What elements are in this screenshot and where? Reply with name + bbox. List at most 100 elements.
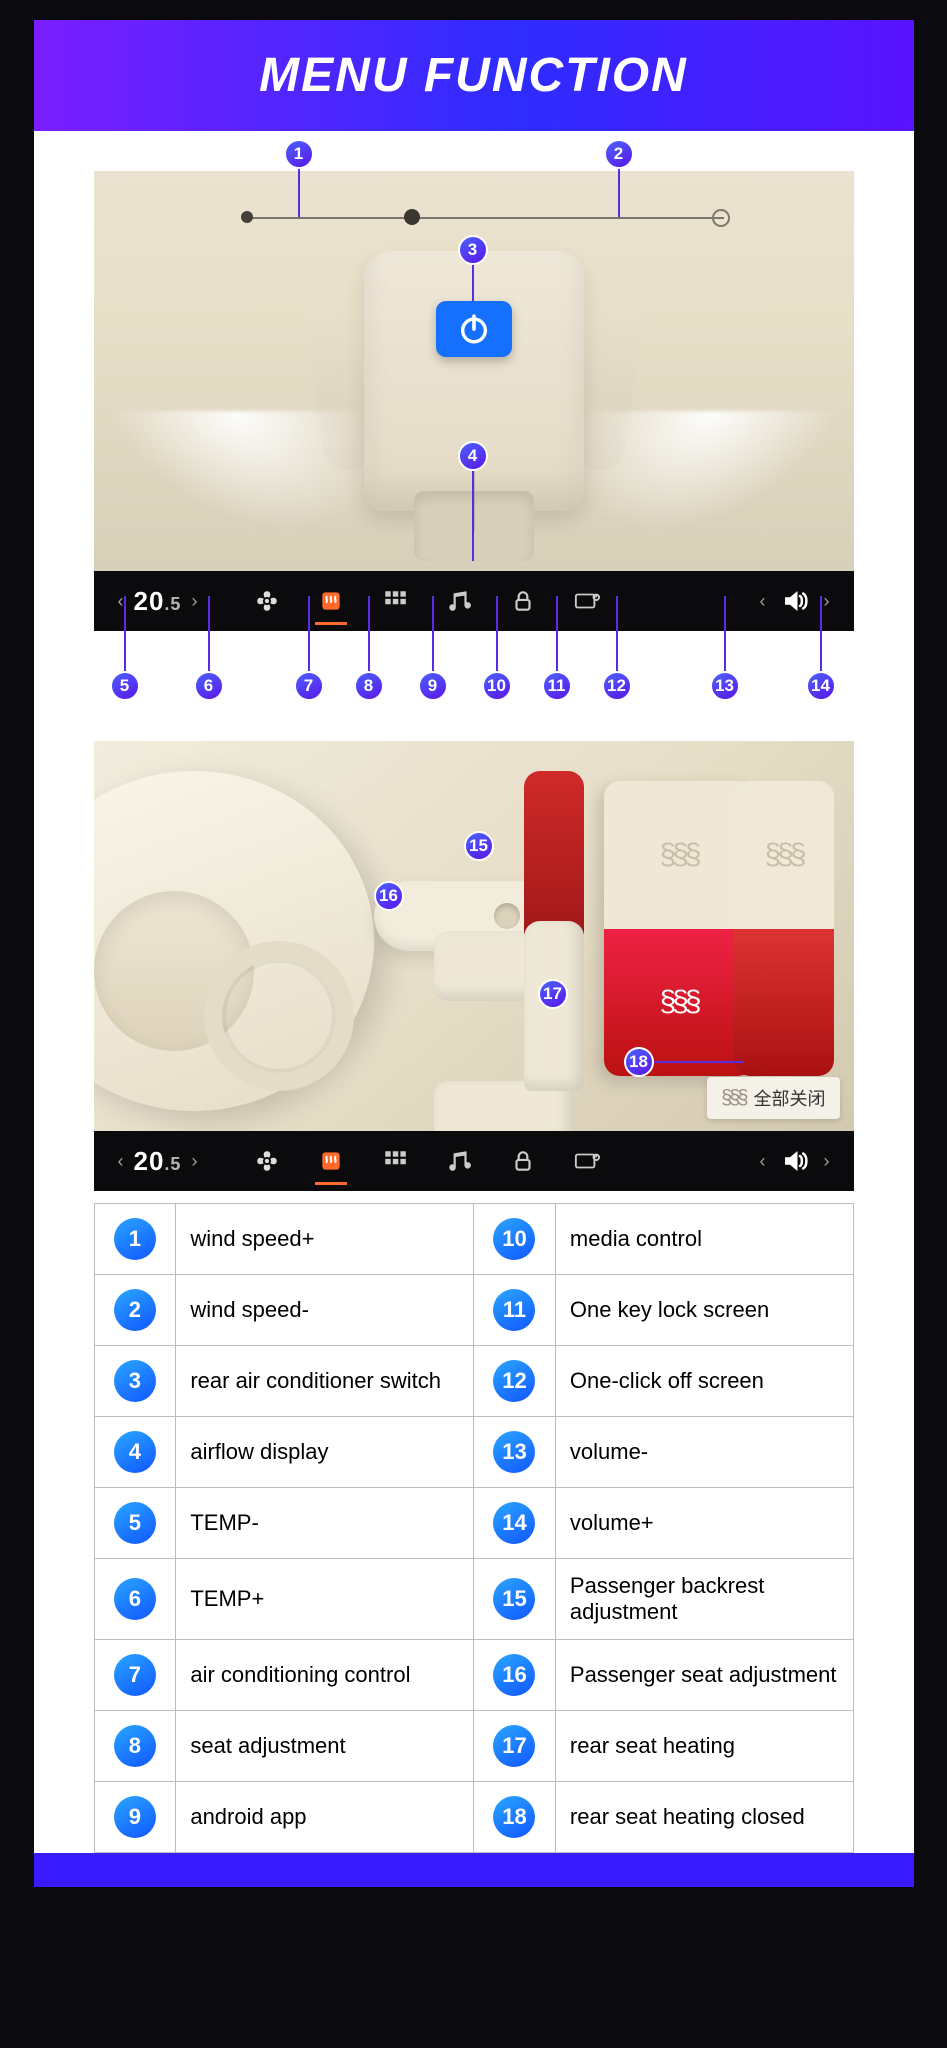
callout-marker-15: 15 xyxy=(464,831,494,861)
legend-badge-15: 15 xyxy=(493,1578,535,1620)
table-row: 3rear air conditioner switch12One-click … xyxy=(94,1346,853,1417)
temp-up[interactable]: › xyxy=(185,1151,203,1172)
legend-badge-5: 5 xyxy=(114,1502,156,1544)
legend-label: air conditioning control xyxy=(176,1640,474,1711)
legend-badge-cell: 8 xyxy=(94,1711,176,1782)
legend-badge-cell: 9 xyxy=(94,1782,176,1853)
legend-badge-cell: 16 xyxy=(474,1640,556,1711)
legend-badge-cell: 10 xyxy=(474,1204,556,1275)
table-row: 5 TEMP- 14 volume+ xyxy=(94,1488,853,1559)
legend-label: wind speed+ xyxy=(176,1204,474,1275)
volume-up[interactable]: › xyxy=(818,1151,836,1172)
airflow-right xyxy=(526,411,842,531)
callout-marker-5: 5 xyxy=(110,671,140,701)
callout-leader xyxy=(616,596,618,671)
legend-label: One-click off screen xyxy=(555,1346,853,1417)
apps-icon[interactable] xyxy=(381,587,409,615)
legend-badge-7: 7 xyxy=(114,1654,156,1696)
front-seat-driver[interactable] xyxy=(434,921,584,1131)
table-row: 2 wind speed- 11 One key lock screen xyxy=(94,1275,853,1346)
header-bar: MENU FUNCTION xyxy=(34,20,914,131)
toolbar-icons xyxy=(253,1147,601,1175)
toolbar-icons xyxy=(253,587,601,615)
wind-slider-end-open[interactable] xyxy=(712,209,730,227)
heat-close-all[interactable]: §§§ 全部关闭 xyxy=(707,1077,839,1119)
legend-badge-9: 9 xyxy=(114,1796,156,1838)
table-row: 1wind speed+10media control xyxy=(94,1204,853,1275)
legend-label: TEMP+ xyxy=(176,1559,474,1640)
steering-wheel xyxy=(204,941,354,1091)
footer-bar xyxy=(34,1853,914,1887)
speaker-icon[interactable] xyxy=(780,1146,810,1176)
legend-label: volume- xyxy=(555,1417,853,1488)
marker-row: 567891011121314 xyxy=(94,641,854,721)
rear-seats[interactable]: §§§ §§§ §§§ xyxy=(584,781,834,1076)
wind-slider-end[interactable] xyxy=(241,211,253,223)
legend-badge-cell: 17 xyxy=(474,1711,556,1782)
callout-marker-4: 4 xyxy=(458,441,488,471)
legend-label: Passenger backrest adjustment xyxy=(555,1559,853,1640)
callout-marker-13: 13 xyxy=(710,671,740,701)
heat-waves-icon: §§§ xyxy=(659,838,697,872)
wind-slider-handle[interactable] xyxy=(404,209,420,225)
callout-leader xyxy=(556,596,558,671)
fan-icon[interactable] xyxy=(253,587,281,615)
wind-slider-track[interactable] xyxy=(244,217,724,219)
speaker-icon[interactable] xyxy=(780,586,810,616)
legend-badge-cell: 7 xyxy=(94,1640,176,1711)
legend-badge-4: 4 xyxy=(114,1431,156,1473)
legend-badge-6: 6 xyxy=(114,1578,156,1620)
legend-badge-cell: 2 xyxy=(94,1275,176,1346)
callout-leader xyxy=(368,596,370,671)
legend-badge-14: 14 xyxy=(493,1502,535,1544)
page: MENU FUNCTION xyxy=(34,20,914,1887)
callout-leader xyxy=(496,596,498,671)
temp-down[interactable]: ‹ xyxy=(112,1151,130,1172)
legend-label: media control xyxy=(555,1204,853,1275)
callout-leader xyxy=(618,169,620,217)
screen-off-icon[interactable] xyxy=(573,587,601,615)
legend-label: volume+ xyxy=(555,1488,853,1559)
rear-backrest: §§§ xyxy=(734,781,834,1076)
seat-heat-icon[interactable] xyxy=(317,1147,345,1175)
callout-leader xyxy=(298,169,300,217)
legend-badge-18: 18 xyxy=(493,1796,535,1838)
callout-marker-12: 12 xyxy=(602,671,632,701)
temp-up[interactable]: › xyxy=(185,591,203,612)
legend-label: android app xyxy=(176,1782,474,1853)
callout-marker-14: 14 xyxy=(806,671,836,701)
legend-badge-cell: 14 xyxy=(474,1488,556,1559)
heat-waves-icon: §§§ xyxy=(659,985,697,1019)
screen-seats: §§§ §§§ §§§ §§§ 全部关闭 15161718 ‹ 20. xyxy=(94,741,854,1191)
legend-badge-11: 11 xyxy=(493,1289,535,1331)
legend-label: rear seat heating closed xyxy=(555,1782,853,1853)
callout-leader xyxy=(432,596,434,671)
legend-badge-13: 13 xyxy=(493,1431,535,1473)
legend-badge-cell: 13 xyxy=(474,1417,556,1488)
volume-down[interactable]: ‹ xyxy=(754,591,772,612)
legend-label: One key lock screen xyxy=(555,1275,853,1346)
callout-leader xyxy=(472,265,474,301)
callout-marker-2: 2 xyxy=(604,139,634,169)
legend-badge-2: 2 xyxy=(114,1289,156,1331)
callout-leader xyxy=(724,596,726,671)
lock-icon[interactable] xyxy=(509,587,537,615)
legend-badge-cell: 11 xyxy=(474,1275,556,1346)
callout-leader xyxy=(654,1061,744,1063)
music-icon[interactable] xyxy=(445,587,473,615)
legend-label: TEMP- xyxy=(176,1488,474,1559)
power-button[interactable] xyxy=(436,301,512,357)
table-row: 4airflow display13volume- xyxy=(94,1417,853,1488)
callout-marker-1: 1 xyxy=(284,139,314,169)
apps-icon[interactable] xyxy=(381,1147,409,1175)
callout-marker-17: 17 xyxy=(538,979,568,1009)
music-icon[interactable] xyxy=(445,1147,473,1175)
fan-icon[interactable] xyxy=(253,1147,281,1175)
seat-heat-icon[interactable] xyxy=(317,587,345,615)
callout-marker-11: 11 xyxy=(542,671,572,701)
temp-down[interactable]: ‹ xyxy=(112,591,130,612)
volume-down[interactable]: ‹ xyxy=(754,1151,772,1172)
screen-off-icon[interactable] xyxy=(573,1147,601,1175)
lock-icon[interactable] xyxy=(509,1147,537,1175)
legend-label: wind speed- xyxy=(176,1275,474,1346)
